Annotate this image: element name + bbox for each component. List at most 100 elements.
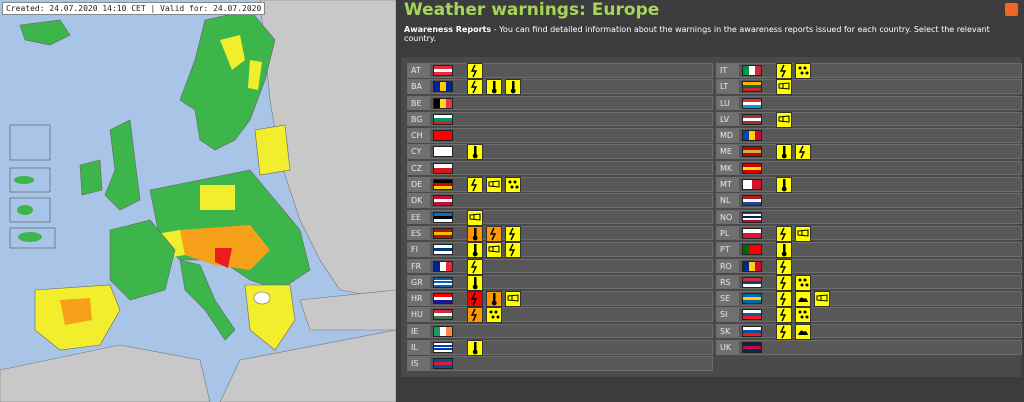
country-row[interactable]: GR <box>407 274 713 291</box>
country-row[interactable]: PT <box>716 242 1022 259</box>
country-row[interactable]: LU <box>716 95 1022 111</box>
country-row[interactable]: RS <box>716 274 1022 291</box>
country-row[interactable]: CY <box>407 144 713 161</box>
warning-icon[interactable] <box>776 111 792 128</box>
country-row[interactable]: UK <box>716 340 1022 355</box>
warning-icon[interactable] <box>776 323 792 340</box>
country-row[interactable]: NL <box>716 193 1022 208</box>
warning-icon[interactable] <box>467 258 483 275</box>
flag-stripe <box>743 310 761 314</box>
country-row[interactable]: IL <box>407 340 713 357</box>
warning-icon[interactable] <box>467 291 483 308</box>
warning-icon[interactable] <box>795 274 811 291</box>
warning-icon[interactable] <box>467 79 483 96</box>
country-row[interactable]: AT <box>407 63 713 79</box>
flag-stripe <box>434 228 452 232</box>
country-code: CY <box>408 145 430 158</box>
flag-stripe <box>743 202 761 206</box>
country-row[interactable]: IS <box>407 356 713 371</box>
flag-stripe <box>434 359 452 363</box>
warning-icon[interactable] <box>467 242 483 259</box>
flag <box>742 211 762 223</box>
country-row[interactable]: HU <box>407 307 713 324</box>
warning-icon[interactable] <box>486 307 502 324</box>
warning-icon[interactable] <box>776 307 792 324</box>
warning-icon[interactable] <box>505 225 521 242</box>
country-row[interactable]: ME <box>716 144 1022 161</box>
warning-icon[interactable] <box>486 79 502 96</box>
flag-stripe <box>434 285 452 287</box>
warning-map[interactable] <box>0 0 396 402</box>
warning-icon[interactable] <box>505 242 521 259</box>
country-row[interactable]: FR <box>407 258 713 275</box>
country-row[interactable]: FI <box>407 242 713 259</box>
warning-icon[interactable] <box>776 274 792 291</box>
rss-icon[interactable] <box>1005 3 1018 16</box>
country-row[interactable]: LV <box>716 111 1022 128</box>
country-row[interactable]: SK <box>716 323 1022 340</box>
warning-icon[interactable] <box>467 307 483 324</box>
warning-icon[interactable] <box>505 79 521 96</box>
warning-icon[interactable] <box>467 144 483 161</box>
country-row[interactable]: DK <box>407 193 713 208</box>
warning-icon[interactable] <box>486 291 502 308</box>
country-row[interactable]: CH <box>407 128 713 143</box>
warning-icon[interactable] <box>467 225 483 242</box>
intro: Awareness Reports - You can find detaile… <box>404 25 1019 43</box>
glyph <box>470 178 478 192</box>
warning-icon[interactable] <box>486 225 502 242</box>
country-row[interactable]: ES <box>407 225 713 242</box>
country-row[interactable]: BA <box>407 79 713 96</box>
country-row[interactable]: CZ <box>407 160 713 176</box>
warning-icon[interactable] <box>486 242 502 259</box>
glyph <box>798 310 802 314</box>
country-row[interactable]: EE <box>407 209 713 226</box>
warning-icon[interactable] <box>776 258 792 275</box>
flag-stripe <box>743 153 761 157</box>
warning-icon[interactable] <box>467 340 483 357</box>
warning-icon[interactable] <box>776 225 792 242</box>
warning-icon[interactable] <box>505 177 521 194</box>
country-row[interactable]: DE <box>407 177 713 194</box>
warning-icon[interactable] <box>795 291 811 308</box>
country-row[interactable]: LT <box>716 79 1022 96</box>
country-row[interactable]: HR <box>407 291 713 308</box>
country-row[interactable]: PL <box>716 225 1022 242</box>
glyph <box>779 325 787 339</box>
warning-icon[interactable] <box>814 291 830 308</box>
warning-icon[interactable] <box>467 63 483 79</box>
warning-icon[interactable] <box>776 177 792 194</box>
country-row[interactable]: RO <box>716 258 1022 275</box>
country-row[interactable]: MD <box>716 128 1022 143</box>
country-row[interactable]: NO <box>716 209 1022 225</box>
intro-bold[interactable]: Awareness Reports <box>404 25 492 34</box>
warning-icon[interactable] <box>776 242 792 259</box>
country-row[interactable]: BG <box>407 111 713 127</box>
country-row[interactable]: MT <box>716 177 1022 194</box>
warning-icon[interactable] <box>467 274 483 291</box>
country-row[interactable]: IT <box>716 63 1022 79</box>
country-row[interactable]: MK <box>716 160 1022 176</box>
glyph <box>797 229 809 237</box>
warning-icon[interactable] <box>795 307 811 324</box>
country-row[interactable]: SI <box>716 307 1022 324</box>
warning-icon[interactable] <box>486 177 502 194</box>
warning-icon[interactable] <box>776 291 792 308</box>
glyph <box>472 349 478 355</box>
warning-icon[interactable] <box>776 63 792 79</box>
warning-icon[interactable] <box>776 144 792 161</box>
warning-icon[interactable] <box>467 209 483 226</box>
warning-icon[interactable] <box>776 79 792 96</box>
country-row[interactable]: BE <box>407 95 713 111</box>
country-row[interactable]: SE <box>716 291 1022 308</box>
warning-icon[interactable] <box>505 291 521 308</box>
warning-icon[interactable] <box>795 63 811 79</box>
warning-icon[interactable] <box>795 225 811 242</box>
country-row[interactable]: IE <box>407 323 713 339</box>
warning-icon[interactable] <box>467 177 483 194</box>
warning-icon[interactable] <box>795 323 811 340</box>
map-caption: Created: 24.07.2020 14:10 CET | Valid fo… <box>2 2 266 15</box>
flag-stripe <box>743 228 761 234</box>
glyph <box>472 154 478 159</box>
warning-icon[interactable] <box>795 144 811 161</box>
